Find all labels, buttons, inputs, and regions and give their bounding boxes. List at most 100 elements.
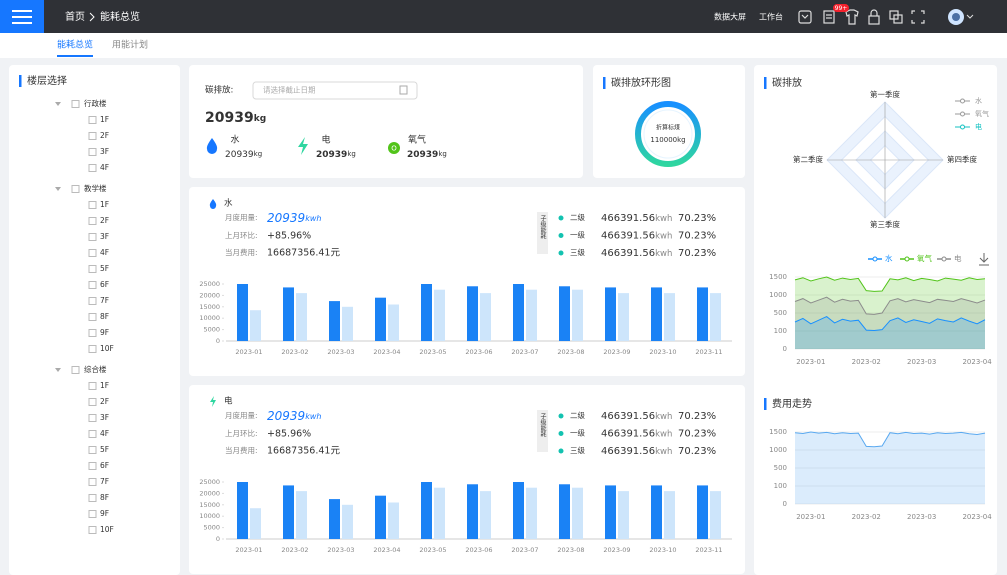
bar — [237, 482, 248, 539]
checkbox[interactable] — [88, 462, 97, 470]
checkbox[interactable] — [88, 297, 97, 305]
value: 20939 — [225, 150, 254, 160]
y-tick-label: 20000 — [199, 489, 220, 497]
date-input[interactable] — [252, 81, 418, 100]
floor-name: 8F — [100, 493, 109, 502]
tab-active[interactable]: 能耗总览 — [57, 39, 93, 51]
radar-indicator: 第一季度 — [870, 89, 900, 99]
checkbox[interactable] — [88, 430, 97, 438]
link-bigscreen[interactable]: 数据大屏 — [714, 12, 746, 22]
checkbox[interactable] — [88, 265, 97, 273]
expand-arrow[interactable] — [55, 187, 61, 191]
expand-arrow[interactable] — [55, 102, 61, 106]
bar — [559, 286, 570, 341]
level-pct: 70.23% — [678, 411, 716, 422]
bar — [618, 491, 629, 539]
x-tick-label: 2023-07 — [511, 546, 538, 554]
checkbox[interactable] — [71, 366, 80, 374]
title-marker — [764, 398, 767, 410]
icon-dropdown[interactable] — [798, 10, 812, 24]
x-tick-label: 2023-04 — [373, 546, 400, 554]
checkbox[interactable] — [88, 313, 97, 321]
checkbox[interactable] — [88, 116, 97, 124]
carbon-item-value: 20939kg — [225, 150, 262, 160]
ring — [635, 101, 701, 167]
checkbox[interactable] — [88, 510, 97, 518]
level-pct: 70.23% — [678, 231, 716, 242]
icon-oxygen-letter: O — [391, 145, 397, 153]
bar — [697, 485, 708, 539]
legend-label: 电 — [954, 253, 962, 263]
icon-lock[interactable] — [868, 15, 880, 25]
line — [794, 276, 986, 292]
x-tick-label: 2023-03 — [907, 513, 936, 521]
icon-electric — [298, 137, 308, 155]
floor-name: 9F — [100, 328, 109, 337]
y-tick-label: 15000 — [199, 501, 220, 509]
checkbox[interactable] — [88, 526, 97, 534]
checkbox[interactable] — [88, 132, 97, 140]
checkbox[interactable] — [88, 446, 97, 454]
link-workbench[interactable]: 工作台 — [759, 12, 783, 22]
x-tick-label: 2023-01 — [796, 513, 825, 521]
bar — [526, 289, 537, 341]
icon-water — [209, 199, 217, 209]
checkbox[interactable] — [88, 201, 97, 209]
value: 20939 — [267, 211, 305, 225]
checkbox[interactable] — [88, 478, 97, 486]
checkbox[interactable] — [88, 249, 97, 257]
level-value: 466391.56kwh — [601, 446, 672, 457]
download-icon[interactable] — [979, 253, 989, 266]
checkbox[interactable] — [88, 345, 97, 353]
tab[interactable]: 用能计划 — [112, 39, 148, 51]
bar — [651, 287, 662, 341]
icon-shirt[interactable] — [845, 9, 859, 25]
unit: kwh — [655, 412, 672, 422]
level-value: 466391.56kwh — [601, 248, 672, 259]
badge-text: 99+ — [835, 5, 848, 12]
y-tick-label: 500 — [774, 464, 787, 472]
checkbox[interactable] — [88, 233, 97, 241]
level-name: 三级 — [570, 445, 585, 455]
x-tick-label: 2023-02 — [281, 546, 308, 554]
value: 466391.56 — [601, 411, 655, 422]
legend-dot — [904, 256, 910, 262]
bar — [342, 306, 353, 341]
checkbox[interactable] — [88, 281, 97, 289]
icon-electric — [210, 396, 216, 407]
y-tick-label: 10000 — [199, 314, 220, 322]
breadcrumb-home[interactable]: 首页 — [65, 10, 85, 23]
floor-name: 6F — [100, 280, 109, 289]
checkbox[interactable] — [88, 217, 97, 225]
value: 20939 — [267, 409, 305, 423]
avatar-caret — [966, 14, 974, 19]
checkbox[interactable] — [88, 414, 97, 422]
row-label: 月度用量: — [225, 410, 258, 420]
checkbox[interactable] — [88, 494, 97, 502]
bar — [283, 485, 294, 539]
floor-name: 3F — [100, 147, 109, 156]
bar — [513, 482, 524, 539]
floor-name: 8F — [100, 312, 109, 321]
checkbox[interactable] — [88, 398, 97, 406]
checkbox[interactable] — [88, 164, 97, 172]
bar — [329, 499, 340, 539]
icon-fullscreen[interactable] — [911, 10, 925, 24]
bar — [296, 491, 307, 539]
bar — [572, 487, 583, 539]
expand-arrow[interactable] — [55, 368, 61, 372]
checkbox[interactable] — [88, 329, 97, 337]
floor-name: 5F — [100, 445, 109, 454]
y-tick-label: 1500 — [769, 428, 787, 436]
bar — [572, 289, 583, 341]
y-tick-label: 25000 — [199, 478, 220, 486]
row-label: 当月费用: — [225, 445, 258, 455]
icon-doc[interactable] — [823, 10, 835, 24]
mom-value: +85.96% — [267, 429, 311, 440]
x-tick-label: 2023-02 — [852, 358, 881, 366]
level-dot — [558, 233, 564, 238]
checkbox[interactable] — [71, 100, 80, 108]
checkbox[interactable] — [71, 185, 80, 193]
checkbox[interactable] — [88, 148, 97, 156]
checkbox[interactable] — [88, 382, 97, 390]
